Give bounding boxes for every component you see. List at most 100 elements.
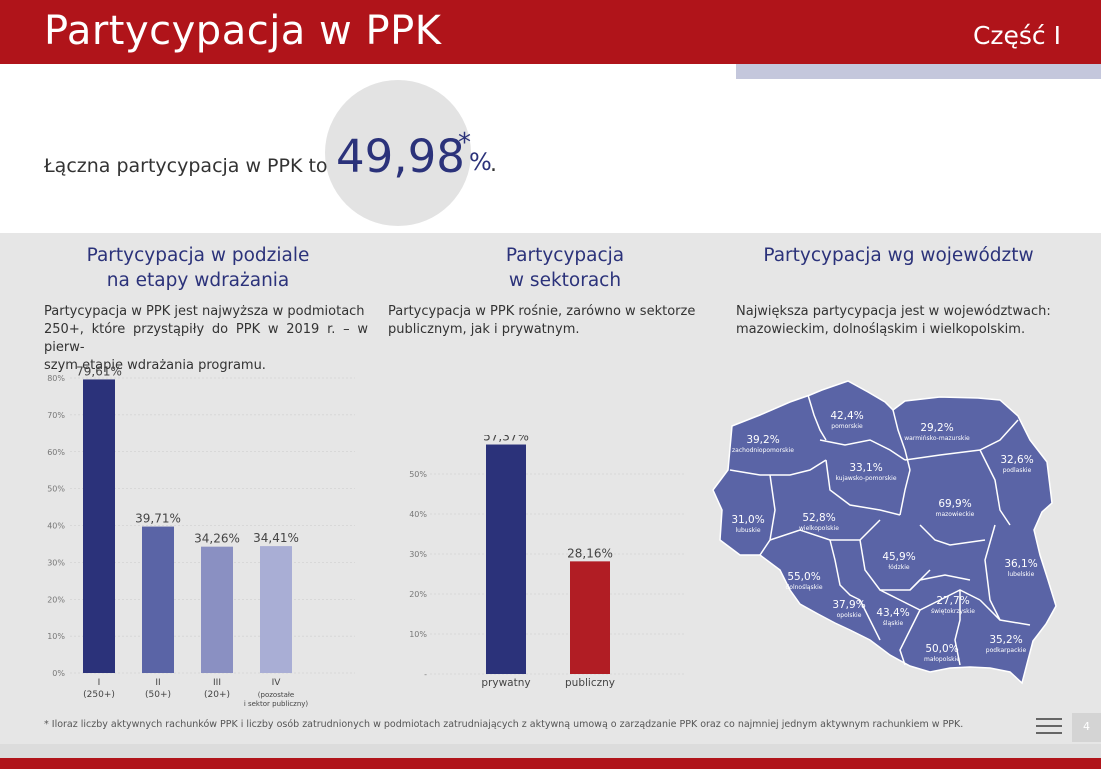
- poland-outline: [712, 380, 1057, 685]
- region-name: pomorskie: [831, 423, 863, 430]
- region-name: zachodniopomorskie: [732, 447, 794, 454]
- y-tick-label: 30%: [409, 550, 427, 559]
- bar: [142, 526, 174, 673]
- y-tick-label: 40%: [47, 522, 65, 531]
- region-value: 27,7%: [936, 595, 969, 607]
- y-tick-label: 30%: [47, 558, 65, 567]
- hero-dot: .: [490, 152, 497, 177]
- y-tick-label: 50%: [47, 485, 65, 494]
- sectors-title-line1: Partycypacja: [505, 245, 625, 266]
- page-title: Partycypacja w PPK: [44, 8, 442, 54]
- y-tick-label: 10%: [47, 632, 65, 641]
- region-name: warmińsko-mazurskie: [904, 435, 970, 442]
- x-category-label: IV: [272, 678, 282, 688]
- region-value: 37,9%: [832, 599, 865, 611]
- region-name: podlaskie: [1003, 467, 1032, 474]
- regions-title: Partycypacja wg województw: [763, 245, 1034, 266]
- region-value: 39,2%: [746, 434, 779, 446]
- region-value: 35,2%: [989, 634, 1022, 646]
- region-name: małopolskie: [924, 656, 960, 663]
- accent-strip: [736, 64, 1101, 79]
- x-category-label: III: [213, 678, 221, 688]
- regions-desc-line: Największa partycypacja jest w województ…: [736, 304, 1051, 319]
- hero-star: *: [458, 128, 471, 158]
- bar-value-label: 57,37%: [483, 435, 529, 444]
- x-category-label: publiczny: [565, 677, 615, 689]
- bar: [83, 379, 115, 673]
- stages-description: Partycypacja w PPK jest najwyższa w podm…: [44, 303, 368, 375]
- y-tick-label: 70%: [47, 411, 65, 420]
- region-value: 31,0%: [731, 514, 764, 526]
- stages-desc-line: szym etapie wdrażania programu.: [44, 358, 266, 373]
- page-number: 4: [1083, 720, 1090, 733]
- y-tick-label: 50%: [409, 470, 427, 479]
- region-name: dolnośląskie: [785, 584, 822, 591]
- x-category-label: I: [98, 678, 101, 688]
- stages-title: Partycypacja w podziale na etapy wdrażan…: [44, 243, 352, 293]
- region-value: 55,0%: [787, 571, 820, 583]
- hero-text: Łączna partycypacja w PPK to: [44, 155, 328, 177]
- x-category-label: prywatny: [481, 677, 530, 689]
- bar-value-label: 79,61%: [76, 364, 122, 378]
- region-name: łódzkie: [888, 564, 909, 571]
- region-value: 42,4%: [830, 410, 863, 422]
- sectors-description: Partycypacja w PPK rośnie, zarówno w sek…: [388, 303, 698, 339]
- y-tick-label: -: [424, 670, 427, 679]
- footnote: * Iloraz liczby aktywnych rachunków PPK …: [44, 719, 964, 730]
- region-value: 69,9%: [938, 498, 971, 510]
- stages-title-line2: na etapy wdrażania: [106, 270, 290, 291]
- sectors-bar-chart: - 10% 20% 30% 40% 50% 57,37% prywatny 28,16% publ…: [409, 435, 685, 689]
- hero-percent-sign: %: [469, 148, 492, 176]
- region-value: 43,4%: [876, 607, 909, 619]
- hero-circle: [325, 80, 471, 226]
- bar-value-label: 39,71%: [135, 512, 181, 526]
- y-tick-label: 20%: [409, 590, 427, 599]
- y-tick-label: 0%: [52, 669, 65, 678]
- menu-icon[interactable]: [1036, 716, 1062, 736]
- hero-value: 49,98: [336, 130, 465, 183]
- sectors-desc-line: Partycypacja w PPK rośnie, zarówno w sek…: [388, 304, 696, 319]
- bar: [260, 546, 292, 673]
- bottom-stripe: [0, 744, 1101, 758]
- region-name: podkarpackie: [986, 647, 1027, 654]
- bar-value-label: 28,16%: [567, 546, 613, 560]
- region-value: 33,1%: [849, 462, 882, 474]
- region-name: kujawsko-pomorskie: [835, 475, 896, 482]
- sectors-title: Partycypacja w sektorach: [445, 243, 685, 293]
- region-name: opolskie: [837, 612, 862, 619]
- y-tick-label: 80%: [47, 374, 65, 383]
- region-value: 36,1%: [1004, 558, 1037, 570]
- stages-bar-chart: 0% 10% 20% 30% 40% 50% 60% 70% 80% 79,61% I (250+) 3…: [47, 364, 355, 708]
- sectors-title-line2: w sektorach: [508, 270, 622, 291]
- regions-desc-line: mazowieckim, dolnośląskim i wielkopolski…: [736, 322, 1026, 337]
- regions-description: Największa partycypacja jest w województ…: [736, 303, 1061, 339]
- x-sublabel: (pozostałe: [258, 691, 294, 699]
- region-value: 29,2%: [920, 422, 953, 434]
- y-tick-label: 40%: [409, 510, 427, 519]
- page-number-box: 4: [1072, 713, 1101, 742]
- x-sublabel: (20+): [204, 690, 230, 700]
- bar-value-label: 34,26%: [194, 532, 240, 546]
- map-labels: 42,4%pomorskie 29,2%warmińsko-mazurskie 39…: [731, 410, 1037, 663]
- bottom-red-bar: [0, 758, 1101, 769]
- stages-desc-line: 250+, które przystąpiły do PPK w 2019 r.…: [44, 322, 368, 355]
- part-label: Część I: [972, 21, 1061, 50]
- region-name: wielkopolskie: [799, 525, 839, 532]
- region-borders: [729, 394, 1031, 666]
- stages-desc-line: Partycypacja w PPK jest najwyższa w podm…: [44, 304, 365, 319]
- region-value: 52,8%: [802, 512, 835, 524]
- region-value: 45,9%: [882, 551, 915, 563]
- bar: [486, 444, 526, 674]
- y-tick-label: 20%: [47, 595, 65, 604]
- x-category-label: II: [155, 678, 160, 688]
- y-tick-label: 60%: [47, 448, 65, 457]
- poland-map: 42,4%pomorskie 29,2%warmińsko-mazurskie 39…: [712, 380, 1057, 685]
- x-sublabel: (50+): [145, 690, 171, 700]
- region-name: mazowieckie: [936, 511, 975, 518]
- region-name: śląskie: [883, 620, 904, 627]
- region-name: świętokrzyskie: [931, 608, 975, 615]
- region-name: lubuskie: [735, 527, 760, 534]
- x-sublabel: (250+): [83, 690, 115, 700]
- region-value: 50,0%: [925, 643, 958, 655]
- y-tick-label: 10%: [409, 630, 427, 639]
